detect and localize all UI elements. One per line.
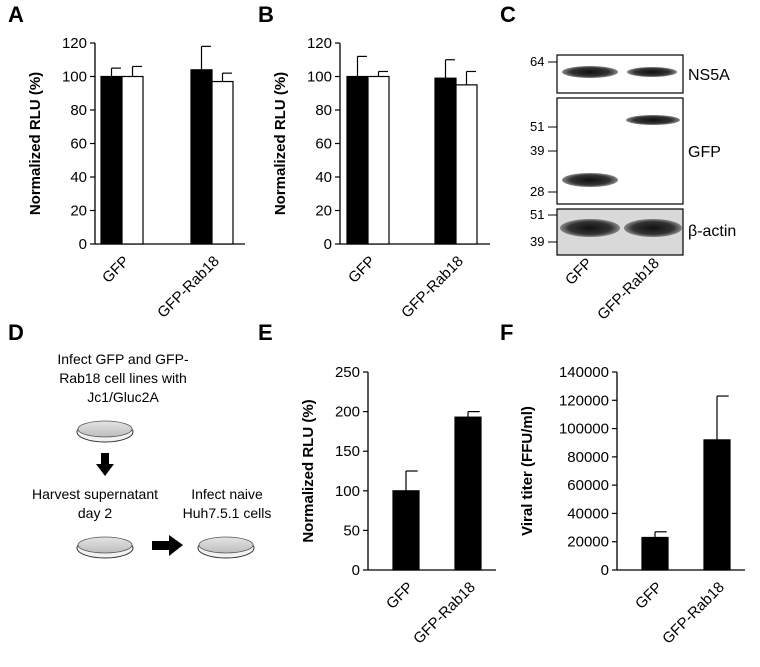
- category-label: GFP-Rab18: [410, 579, 479, 648]
- category-label: GFP: [383, 579, 417, 613]
- bar: [367, 75, 390, 245]
- panel-letter-e: E: [258, 320, 273, 345]
- mw-marker-39: 39: [530, 143, 544, 158]
- panel-letter-a: A: [8, 2, 24, 27]
- bar: [190, 69, 213, 245]
- bar: [392, 490, 420, 571]
- y-tick-label: 80000: [567, 449, 609, 466]
- chart-a: 0 20 40 60 80 100 120 Normalized RLU (%) GFP GFP-…: [27, 35, 245, 321]
- bar: [703, 439, 731, 571]
- y-tick-label: 100: [335, 483, 360, 500]
- y-tick-label: 60: [315, 136, 332, 153]
- y-tick-label: 0: [324, 236, 332, 253]
- y-tick-label: 120: [62, 35, 87, 52]
- y-tick-label: 200: [335, 404, 360, 421]
- band-ns5a-gfp: [562, 66, 618, 78]
- bar: [346, 75, 369, 245]
- band-gfp-gfp: [562, 173, 618, 187]
- category-label: GFP: [345, 253, 379, 287]
- y-tick-label: 0: [352, 562, 360, 579]
- bar: [434, 77, 457, 245]
- category-label: GFP-Rab18: [154, 253, 223, 322]
- y-axis-label: Normalized RLU (%): [272, 72, 289, 215]
- blot-label-gfp: GFP: [688, 144, 721, 161]
- mw-marker-28: 28: [530, 184, 544, 199]
- y-tick-label: 100: [62, 69, 87, 86]
- y-tick-label: 120: [307, 35, 332, 52]
- chart-f: 0 20000 40000 60000 80000 100000 120000 140000 V…: [519, 364, 745, 647]
- right-arrow-icon: [152, 535, 183, 556]
- y-tick-label: 20000: [567, 534, 609, 551]
- step1-text: Infect GFP and GFP-: [57, 351, 189, 367]
- culture-dish-icon: [197, 536, 255, 559]
- experiment-diagram: Infect GFP and GFP- Rab18 cell lines wit…: [32, 351, 272, 559]
- y-axis-label: Normalized RLU (%): [27, 72, 44, 215]
- y-tick-label: 0: [601, 562, 609, 579]
- y-tick-label: 40000: [567, 505, 609, 522]
- panel-letter-d: D: [8, 320, 24, 345]
- y-tick-label: 40: [315, 169, 332, 186]
- category-label: GFP: [632, 579, 666, 613]
- step3-text: Infect naive: [191, 486, 263, 502]
- y-tick-label: 20: [315, 203, 332, 220]
- mw-marker-39: 39: [530, 234, 544, 249]
- y-axis-label: Viral titer (FFU/ml): [519, 406, 536, 536]
- y-tick-label: 80: [70, 102, 87, 119]
- bar: [121, 75, 144, 245]
- band-gfp-rab18: [626, 115, 680, 125]
- category-label: GFP: [99, 253, 133, 287]
- panel-letter-f: F: [500, 320, 513, 345]
- mw-marker-51: 51: [530, 119, 544, 134]
- y-tick-label: 60: [70, 136, 87, 153]
- mw-marker-51: 51: [530, 207, 544, 222]
- y-tick-label: 0: [79, 236, 87, 253]
- y-tick-label: 50: [343, 522, 360, 539]
- y-tick-label: 20: [70, 203, 87, 220]
- y-axis-label: Normalized RLU (%): [300, 399, 317, 542]
- blot-lane-gfp: GFP: [562, 255, 596, 289]
- step3-text: Huh7.5.1 cells: [183, 505, 272, 521]
- band-ns5a-rab18: [627, 67, 677, 77]
- culture-dish-icon: [76, 536, 134, 559]
- step2-text: Harvest supernatant: [32, 486, 158, 502]
- culture-dish-icon: [76, 420, 134, 443]
- y-tick-label: 150: [335, 443, 360, 460]
- step1-text: Jc1/Gluc2A: [87, 389, 159, 405]
- panel-letter-c: C: [500, 2, 516, 27]
- blot-label-ns5a: NS5A: [688, 67, 730, 84]
- bar: [211, 80, 234, 245]
- y-tick-label: 60000: [567, 477, 609, 494]
- panel-letter-b: B: [258, 2, 274, 27]
- y-tick-label: 120000: [559, 392, 609, 409]
- chart-e: 0 50 100 150 200 250 Normalized RLU (%) GFPGFP-…: [300, 364, 496, 647]
- bar: [454, 416, 482, 571]
- y-tick-label: 80: [315, 102, 332, 119]
- y-tick-label: 100000: [559, 421, 609, 438]
- mw-marker-64: 64: [530, 54, 544, 69]
- blot-label-actin: β-actin: [688, 223, 736, 240]
- chart-b: 0 20 40 60 80 100 120 Normalized RLU (%) GFP GFP-…: [272, 35, 490, 321]
- down-arrow-icon: [96, 453, 114, 476]
- step1-text: Rab18 cell lines with: [59, 370, 187, 386]
- y-tick-label: 100: [307, 69, 332, 86]
- bar: [641, 536, 669, 571]
- y-tick-label: 250: [335, 364, 360, 381]
- y-tick-label: 140000: [559, 364, 609, 381]
- band-actin-rab18: [624, 219, 682, 237]
- blot-lane-gfp-rab18: GFP-Rab18: [594, 255, 663, 324]
- western-blot: 64 51 39 28 51 39 NS5A GFP β-actin GFP G…: [530, 54, 736, 323]
- category-label: GFP-Rab18: [659, 579, 728, 648]
- category-label: GFP-Rab18: [398, 253, 467, 322]
- step2-text: day 2: [78, 505, 112, 521]
- blot-box-gfp: [556, 97, 684, 205]
- bar: [100, 75, 123, 245]
- band-actin-gfp: [560, 219, 620, 237]
- y-tick-label: 40: [70, 169, 87, 186]
- bar: [455, 84, 478, 245]
